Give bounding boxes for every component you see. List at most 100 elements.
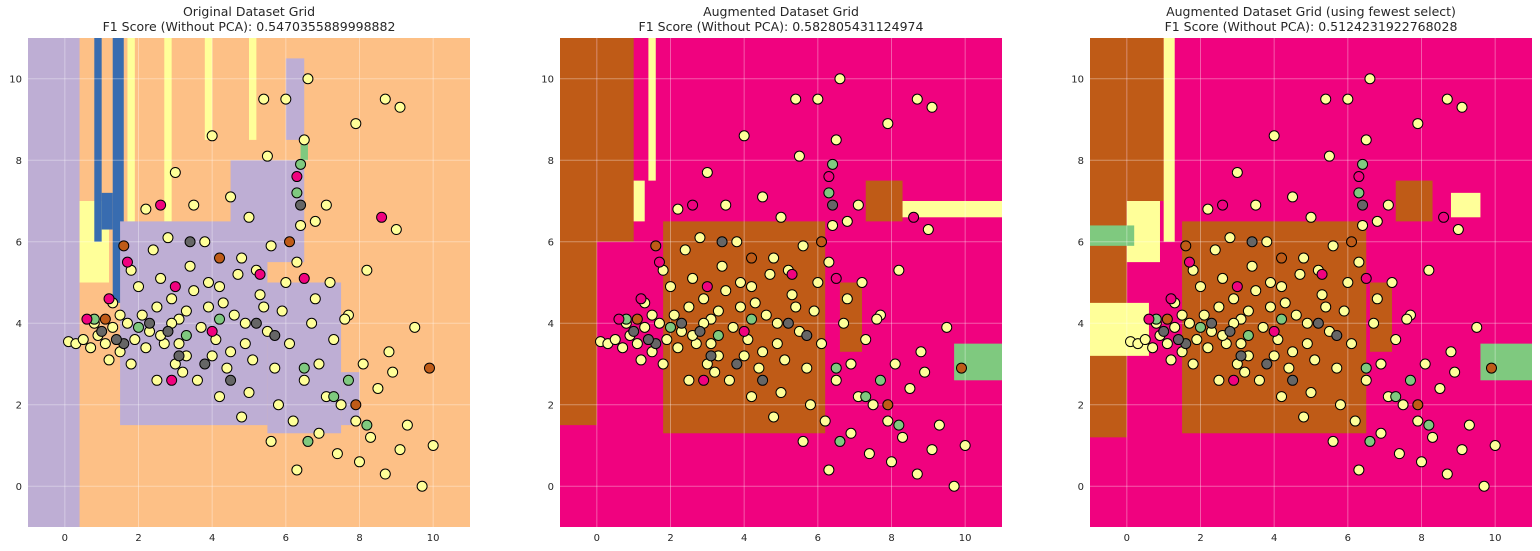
data-point bbox=[1276, 313, 1288, 325]
data-point bbox=[790, 93, 802, 105]
x-tick-label: 4 bbox=[209, 533, 215, 544]
data-point bbox=[357, 358, 369, 370]
data-point bbox=[830, 374, 842, 386]
data-point bbox=[339, 313, 351, 325]
y-tick-label: 6 bbox=[548, 237, 554, 248]
data-point bbox=[427, 440, 439, 451]
data-point bbox=[236, 411, 248, 423]
data-point bbox=[103, 354, 115, 366]
data-point bbox=[276, 305, 288, 317]
data-point bbox=[195, 321, 207, 333]
data-point bbox=[206, 350, 218, 362]
data-point bbox=[1357, 219, 1369, 231]
data-point bbox=[705, 350, 717, 362]
decision-region bbox=[1369, 282, 1393, 352]
data-point bbox=[214, 391, 226, 403]
data-point bbox=[771, 317, 783, 329]
data-point bbox=[919, 366, 931, 378]
data-point bbox=[401, 419, 413, 431]
data-point bbox=[291, 187, 303, 199]
data-point bbox=[665, 321, 676, 333]
data-point bbox=[1257, 321, 1269, 333]
y-tick-label: 4 bbox=[16, 319, 22, 330]
data-point bbox=[1323, 150, 1335, 162]
data-point bbox=[661, 334, 673, 346]
x-tick-label: 4 bbox=[741, 533, 747, 544]
decision-region bbox=[865, 180, 903, 222]
data-point bbox=[889, 358, 901, 370]
y-tick-label: 4 bbox=[1078, 319, 1084, 330]
x-tick-label: 0 bbox=[594, 533, 600, 544]
data-point bbox=[860, 334, 872, 346]
data-point bbox=[409, 321, 421, 333]
chart-subtitle: F1 Score (Without PCA): 0.51242319227680… bbox=[1165, 19, 1458, 34]
data-point bbox=[1287, 374, 1299, 386]
data-point bbox=[1246, 236, 1258, 248]
data-point bbox=[350, 415, 362, 427]
data-point bbox=[687, 199, 699, 211]
data-point bbox=[129, 334, 141, 346]
data-point bbox=[701, 166, 713, 178]
data-point bbox=[911, 468, 923, 480]
data-point bbox=[1246, 260, 1258, 272]
data-point bbox=[757, 191, 769, 203]
data-point bbox=[1360, 374, 1372, 386]
data-point bbox=[258, 93, 270, 105]
data-point bbox=[284, 338, 296, 350]
data-point bbox=[650, 240, 662, 252]
data-point bbox=[845, 427, 857, 439]
data-point bbox=[1353, 171, 1365, 183]
data-point bbox=[1301, 317, 1313, 329]
grid-lines bbox=[1090, 38, 1532, 527]
data-point bbox=[933, 419, 945, 431]
data-point bbox=[786, 289, 798, 301]
data-point bbox=[771, 338, 783, 350]
data-point bbox=[284, 236, 296, 248]
data-point bbox=[1334, 399, 1346, 411]
data-point bbox=[1261, 236, 1273, 248]
data-point bbox=[609, 334, 621, 346]
data-point bbox=[1195, 281, 1206, 293]
data-point bbox=[1305, 211, 1317, 223]
data-point bbox=[731, 358, 743, 370]
data-point bbox=[701, 281, 713, 293]
data-point bbox=[768, 252, 780, 264]
data-point bbox=[1360, 272, 1372, 284]
x-tick-label: 0 bbox=[1124, 533, 1130, 544]
data-point bbox=[738, 325, 750, 337]
data-point bbox=[775, 387, 787, 399]
data-point bbox=[1312, 317, 1324, 329]
data-point bbox=[1419, 358, 1431, 370]
y-tick-label: 0 bbox=[548, 482, 554, 493]
data-point bbox=[882, 399, 894, 411]
data-point bbox=[202, 277, 214, 288]
data-point bbox=[350, 118, 362, 130]
data-point bbox=[1191, 334, 1203, 346]
data-point bbox=[166, 293, 178, 305]
data-point bbox=[698, 293, 710, 305]
data-point bbox=[801, 329, 813, 341]
data-point bbox=[1434, 382, 1446, 394]
data-point bbox=[827, 158, 839, 170]
data-point bbox=[1176, 309, 1188, 321]
data-point bbox=[225, 346, 237, 358]
chart-subtitle: F1 Score (Without PCA): 0.58280543112497… bbox=[639, 19, 924, 34]
data-point bbox=[1327, 435, 1339, 447]
data-point bbox=[206, 130, 218, 142]
data-point bbox=[834, 435, 846, 447]
data-point bbox=[1224, 325, 1236, 337]
data-point bbox=[247, 354, 259, 366]
data-point bbox=[162, 325, 174, 337]
data-point bbox=[893, 419, 905, 431]
data-point bbox=[1427, 431, 1439, 443]
data-point bbox=[250, 317, 262, 329]
data-point bbox=[694, 325, 706, 337]
data-point bbox=[683, 301, 695, 313]
data-point bbox=[272, 399, 284, 411]
x-tick-label: 6 bbox=[815, 533, 821, 544]
data-point bbox=[631, 338, 643, 350]
data-point bbox=[184, 260, 196, 272]
data-point bbox=[746, 252, 758, 264]
x-tick-label: 6 bbox=[1345, 533, 1351, 544]
data-point bbox=[1386, 277, 1398, 288]
